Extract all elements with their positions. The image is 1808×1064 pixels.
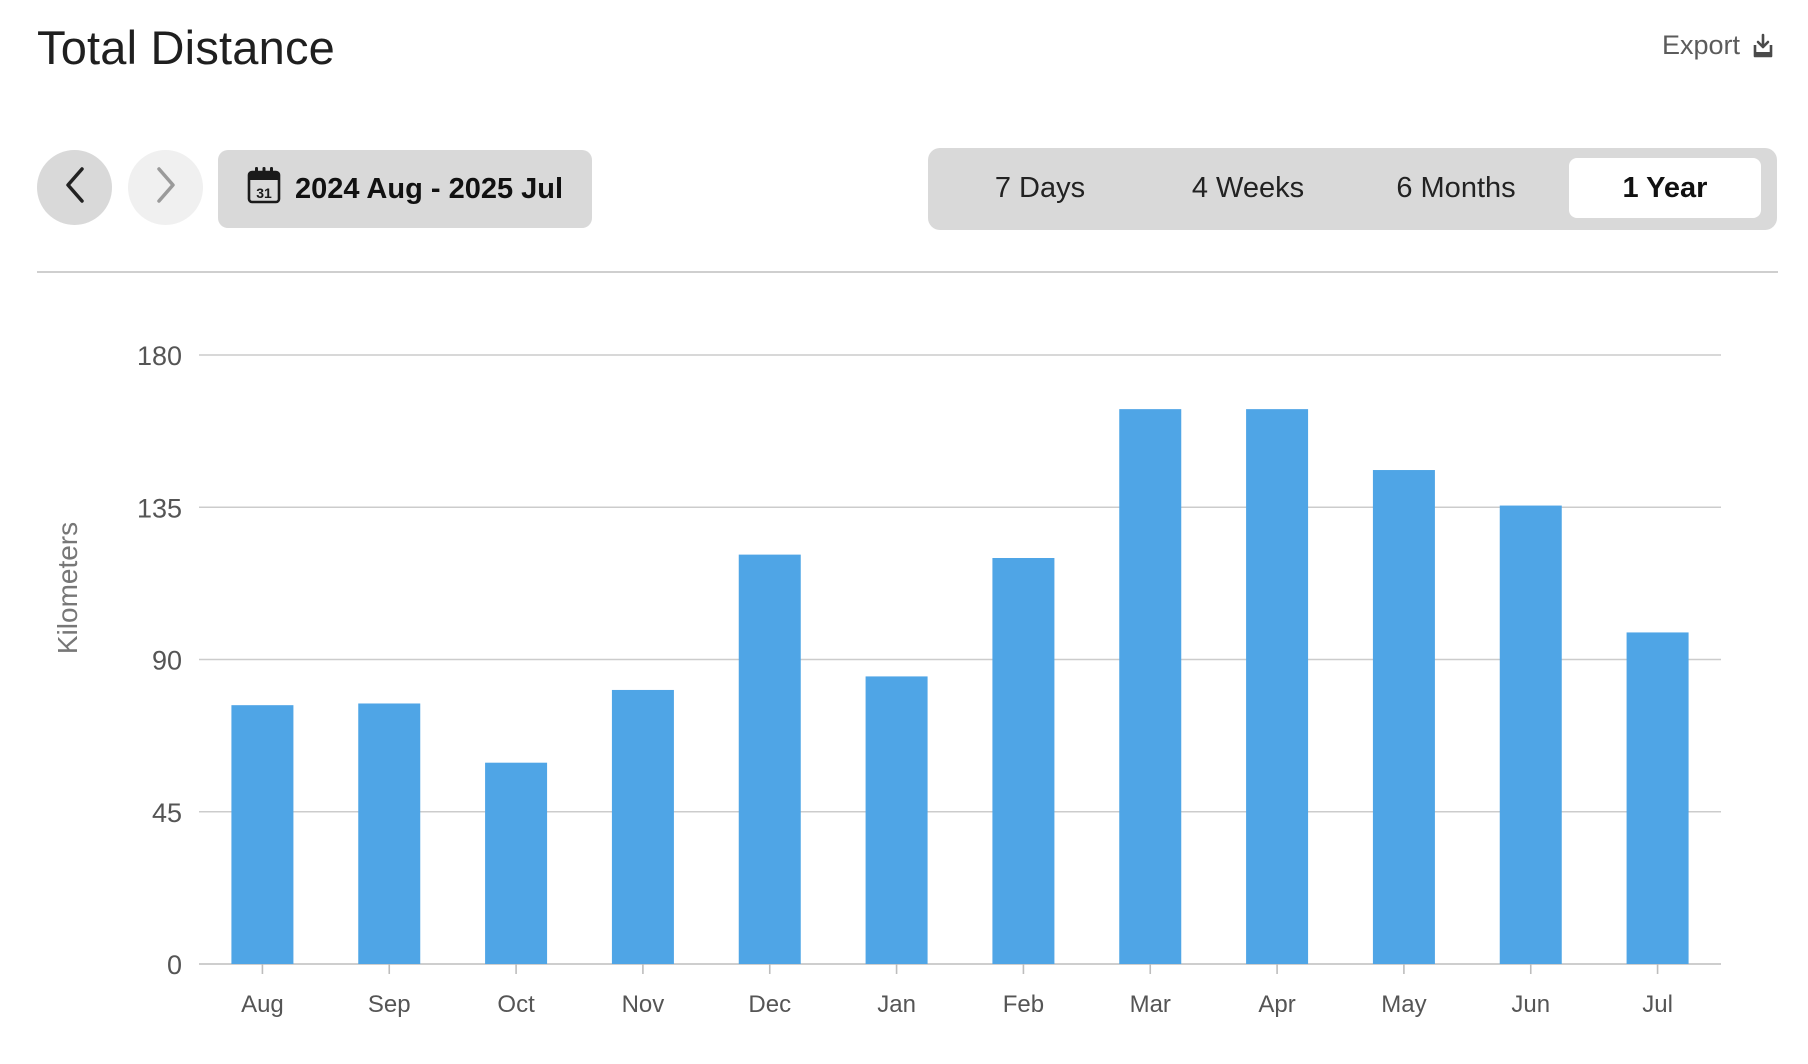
y-tick-label: 180 [137, 341, 182, 371]
x-tick-label: Apr [1258, 991, 1295, 1018]
x-tick-label: Jun [1511, 991, 1550, 1018]
bar [1499, 505, 1562, 964]
previous-period-button[interactable] [37, 150, 112, 225]
next-period-button[interactable] [128, 150, 203, 225]
bar [1372, 470, 1435, 964]
x-tick-label: Nov [622, 991, 665, 1018]
y-axis-label: Kilometers [52, 522, 83, 654]
bar [611, 689, 674, 964]
bar [1246, 409, 1309, 965]
page-title: Total Distance [37, 21, 335, 74]
bar [738, 554, 801, 964]
date-range-label: 2024 Aug - 2025 Jul [294, 172, 564, 205]
x-tick-label: Aug [241, 991, 284, 1018]
x-tick-label: Feb [1003, 991, 1044, 1018]
tab-4-weeks[interactable]: 4 Weeks [1191, 171, 1305, 204]
x-tick-label: Mar [1130, 991, 1171, 1018]
tab-1-year[interactable]: 1 Year [1569, 158, 1761, 218]
bar [358, 703, 421, 964]
y-tick-label: 135 [137, 493, 182, 523]
bar [1626, 632, 1689, 964]
divider [37, 271, 1778, 273]
chevron-right-icon [153, 165, 179, 210]
bar [1119, 409, 1182, 965]
x-tick-label: Oct [497, 991, 535, 1018]
tab-6-months[interactable]: 6 Months [1396, 171, 1516, 204]
x-tick-label: Sep [368, 991, 411, 1018]
bar [992, 558, 1055, 964]
range-tabs: 7 Days 4 Weeks 6 Months 1 Year [928, 148, 1777, 230]
export-label: Export [1661, 30, 1740, 60]
x-tick-label: Jul [1642, 991, 1673, 1018]
x-tick-label: May [1381, 991, 1426, 1018]
calendar-icon: 31 [247, 166, 281, 212]
chevron-left-icon [62, 165, 88, 210]
y-tick-label: 0 [167, 950, 182, 980]
date-range-picker[interactable]: 31 2024 Aug - 2025 Jul [218, 150, 592, 228]
x-tick-label: Jan [877, 991, 916, 1018]
bar [865, 676, 928, 964]
y-tick-label: 45 [152, 798, 182, 828]
x-tick-label: Dec [748, 991, 791, 1018]
export-button[interactable]: Export [1662, 30, 1774, 61]
bar [485, 762, 548, 964]
export-icon [1752, 33, 1774, 59]
y-tick-label: 90 [152, 646, 182, 676]
tab-7-days[interactable]: 7 Days [994, 171, 1086, 204]
bar [231, 705, 294, 964]
calendar-day-text: 31 [256, 185, 272, 201]
